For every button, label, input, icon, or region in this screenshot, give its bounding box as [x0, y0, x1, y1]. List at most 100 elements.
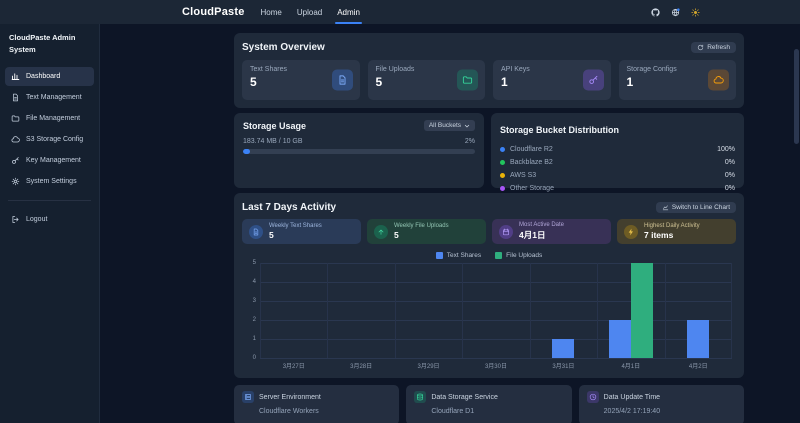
gridline-x0 — [260, 263, 261, 358]
top-navbar: CloudPaste Home Upload Admin — [0, 0, 800, 24]
chevron-down-icon — [464, 124, 470, 127]
activity-icon-circle — [499, 224, 513, 239]
github-button[interactable] — [651, 7, 660, 17]
bar-group-3-30 — [462, 263, 529, 358]
document-icon — [339, 75, 345, 85]
chart-plot-area: 0 1 2 3 4 5 — [253, 260, 732, 361]
y-tick-4: 4 — [252, 279, 256, 285]
switch-chart-label: Switch to Line Chart — [671, 203, 730, 211]
stat-label: Storage Configs — [626, 66, 677, 73]
legend-item-file-uploads[interactable]: File Uploads — [495, 251, 542, 260]
activity-card-highest-daily-activity: Highest Daily Activity 7 items — [617, 219, 736, 244]
stat-card-text-shares: Text Shares 5 — [242, 60, 360, 100]
refresh-icon — [698, 44, 704, 50]
x-tick-3-31: 3月31日 — [552, 364, 575, 370]
sidebar-item-dashboard[interactable]: Dashboard — [5, 67, 94, 86]
activity-title: Last 7 Days Activity — [242, 201, 337, 213]
refresh-label: Refresh — [707, 43, 730, 51]
legend-label: Text Shares — [446, 252, 482, 259]
bucket-filter-dropdown[interactable]: All Buckets — [423, 120, 475, 131]
gridline-x3 — [462, 263, 464, 358]
language-icon — [671, 7, 680, 16]
info-card-server-environment: Server Environment Cloudflare Workers — [234, 385, 400, 423]
bucket-distribution-card: Storage Bucket Distribution Cloudflare R… — [491, 113, 744, 192]
sidebar-item-label: System Settings — [26, 178, 77, 185]
sidebar-item-s3-storage-config[interactable]: S3 Storage Config — [5, 130, 94, 149]
legend-label: File Uploads — [506, 252, 543, 259]
theme-sun-button[interactable] — [691, 7, 700, 17]
bar-text-shares-4-1[interactable] — [608, 320, 631, 358]
sidebar-item-file-management[interactable]: File Management — [5, 109, 94, 128]
bucket-row-aws-s3: AWS S3 0% — [500, 169, 735, 182]
bucket-distribution-title: Storage Bucket Distribution — [500, 125, 620, 135]
server-icon — [245, 394, 251, 400]
language-button[interactable] — [671, 7, 680, 17]
sidebar-item-key-management[interactable]: Key Management — [5, 151, 94, 170]
switch-chart-button[interactable]: Switch to Line Chart — [655, 201, 736, 213]
chart-bar-icon — [11, 73, 20, 80]
stat-label: File Uploads — [375, 66, 415, 73]
bucket-filter-value: All Buckets — [428, 122, 461, 129]
activity-value: 4月1日 — [519, 230, 546, 241]
brand-logo[interactable]: CloudPaste — [182, 6, 245, 18]
stat-value: 5 — [375, 75, 383, 89]
database-icon — [417, 393, 424, 401]
bucket-percent: 0% — [724, 159, 735, 166]
bar-file-uploads-4-1[interactable] — [630, 263, 653, 358]
refresh-button[interactable]: Refresh — [691, 41, 736, 53]
storage-usage-percent: 2% — [464, 138, 475, 145]
activity-icon-circle — [374, 224, 388, 239]
bar-text-shares-4-2[interactable] — [687, 320, 710, 358]
activity-panel: Last 7 Days Activity Switch to Line Char… — [234, 193, 744, 378]
bar-group-3-28 — [327, 263, 394, 358]
scrollbar[interactable] — [794, 24, 799, 423]
activity-label: Most Active Date — [519, 221, 565, 228]
cloud-icon — [11, 136, 20, 143]
sidebar-item-label: Key Management — [26, 157, 81, 164]
activity-value: 5 — [269, 230, 274, 241]
nav-links: Home Upload Admin — [260, 0, 362, 24]
gridline-x2 — [394, 263, 396, 358]
sidebar-item-text-management[interactable]: Text Management — [5, 88, 94, 107]
info-value: 2025/4/2 17:19:40 — [603, 408, 661, 415]
storage-usage-text: 183.74 MB / 10 GB — [243, 138, 303, 145]
sidebar-item-label: S3 Storage Config — [26, 136, 84, 143]
info-value: Cloudflare D1 — [431, 408, 475, 415]
info-value: Cloudflare Workers — [259, 408, 319, 415]
nav-link-home[interactable]: Home — [260, 7, 282, 17]
bucket-row-cloudflare-r2: Cloudflare R2 100% — [500, 143, 735, 156]
bar-group-4-2 — [665, 263, 732, 358]
stat-value: 1 — [501, 75, 508, 89]
activity-value: 7 items — [644, 230, 674, 241]
bar-group-3-31 — [530, 263, 597, 358]
bucket-label: Other Storage — [510, 185, 554, 192]
key-icon — [12, 157, 19, 164]
sidebar-item-logout[interactable]: Logout — [5, 210, 94, 229]
activity-icon-circle — [249, 224, 263, 239]
theme-sun-icon — [691, 7, 700, 17]
system-overview-panel: System Overview Refresh Text Shares 5 File… — [234, 33, 744, 108]
bucket-label: Backblaze B2 — [510, 159, 553, 166]
bar-text-shares-3-31[interactable] — [552, 339, 575, 358]
bucket-color-dot — [500, 147, 505, 152]
y-tick-1: 1 — [252, 336, 256, 342]
bar-group-3-29 — [395, 263, 462, 358]
gridline-y0 — [260, 358, 732, 359]
activity-card-weekly-text-shares: Weekly Text Shares 5 — [242, 219, 361, 244]
bucket-color-dot — [500, 173, 505, 178]
gridline-y5 — [260, 263, 732, 264]
stat-card-storage-configs: Storage Configs 1 — [618, 60, 736, 100]
stat-icon-box — [457, 69, 478, 91]
sidebar-item-system-settings[interactable]: System Settings — [5, 172, 94, 191]
nav-link-admin[interactable]: Admin — [335, 0, 362, 24]
scrollbar-thumb[interactable] — [794, 49, 799, 144]
info-label: Server Environment — [259, 393, 321, 401]
nav-center: CloudPaste Home Upload Admin — [182, 0, 362, 24]
legend-item-text-shares[interactable]: Text Shares — [435, 251, 482, 260]
nav-link-upload[interactable]: Upload — [296, 7, 323, 17]
sidebar-item-label: Dashboard — [26, 73, 61, 80]
x-tick-4-1: 4月1日 — [621, 364, 641, 370]
activity-card-most-active-date: Most Active Date 4月1日 — [492, 219, 611, 244]
activity-label: Weekly Text Shares — [269, 222, 322, 229]
bar-group-3-27 — [260, 263, 327, 358]
